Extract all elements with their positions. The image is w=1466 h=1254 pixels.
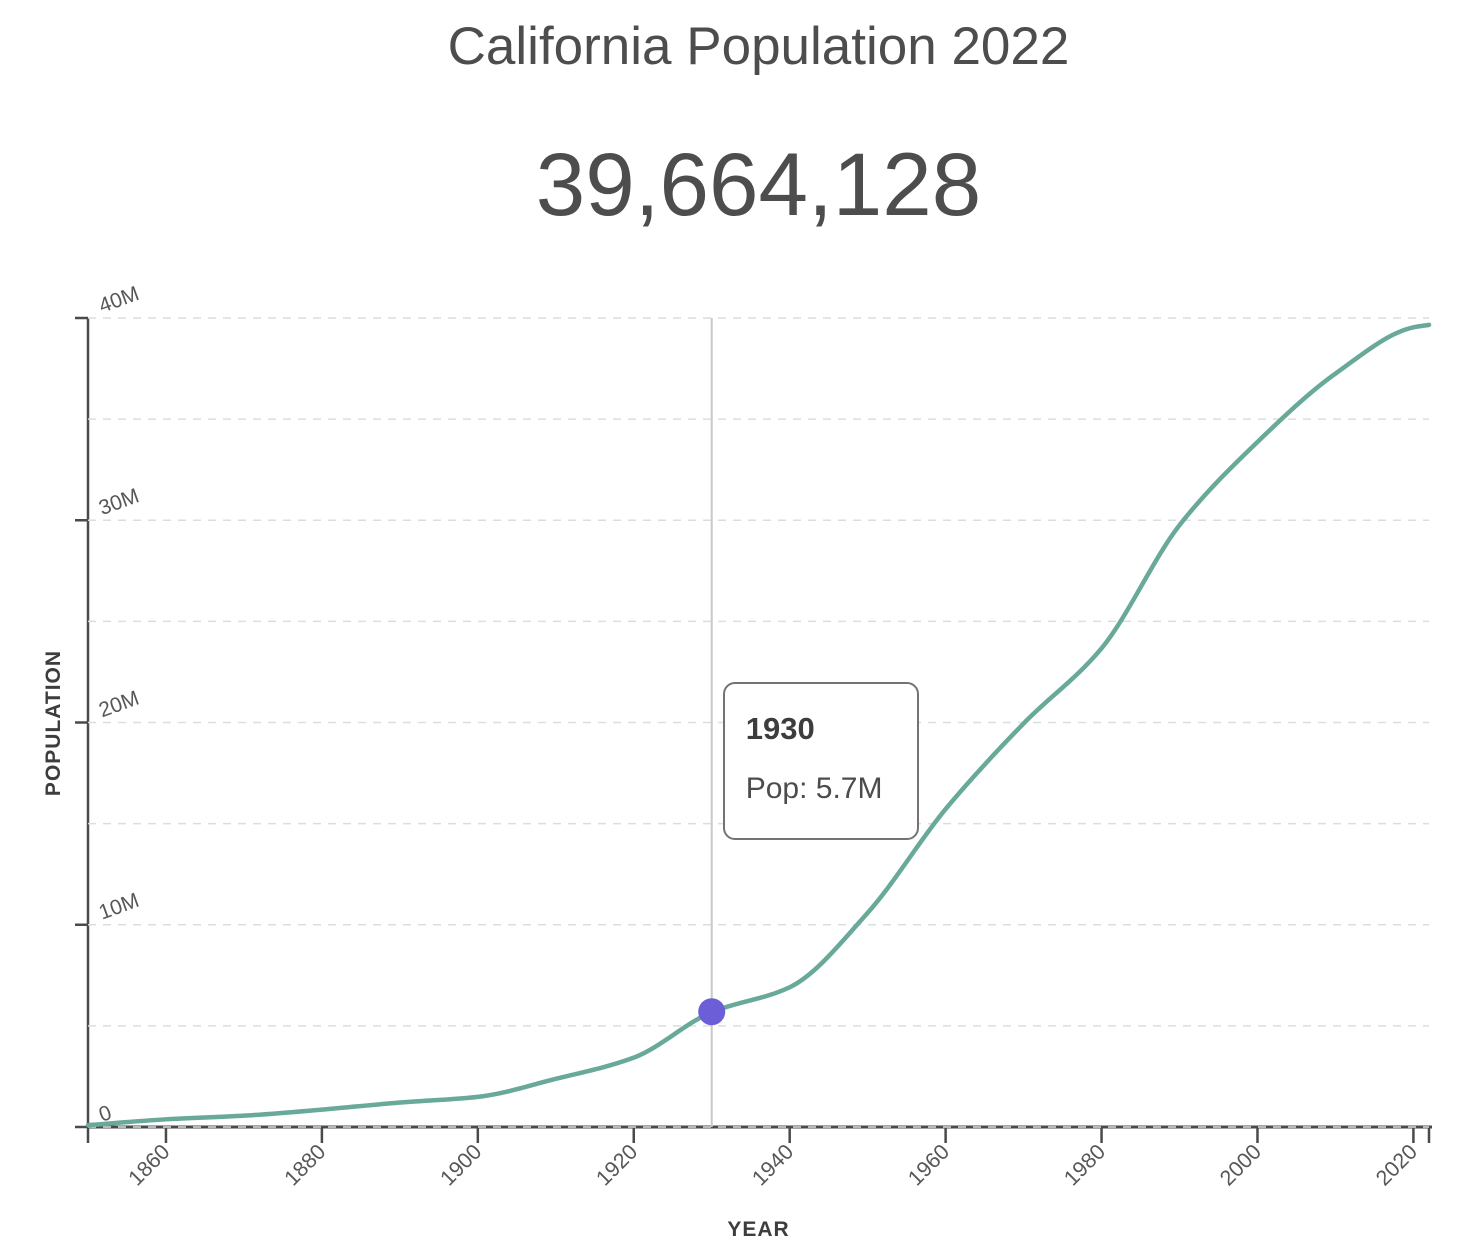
x-tick-label-1920: 1920 — [591, 1140, 642, 1191]
tooltip-population: Pop: 5.7M — [745, 772, 883, 806]
current-population-value: 39,664,128 — [535, 134, 982, 234]
x-tick-label-2020: 2020 — [1371, 1140, 1422, 1191]
tooltip: 1930 Pop: 5.7M — [722, 682, 919, 840]
highlight-marker[interactable] — [698, 998, 726, 1026]
x-axis-title: YEAR — [727, 1218, 790, 1241]
x-tick-label-1880: 1880 — [280, 1140, 331, 1191]
chart-title: California Population 2022 — [447, 17, 1070, 76]
x-tick-label-1860: 1860 — [124, 1140, 175, 1191]
x-tick-label-2000: 2000 — [1215, 1140, 1266, 1191]
y-tick-label-40M: 40M — [96, 282, 142, 318]
y-tick-label-20M: 20M — [96, 687, 142, 723]
y-tick-label-10M: 10M — [96, 889, 142, 925]
x-tick-label-1960: 1960 — [903, 1140, 954, 1191]
x-tick-label-1980: 1980 — [1059, 1140, 1110, 1191]
y-tick-label-30M: 30M — [96, 484, 142, 520]
population-line — [85, 322, 1432, 1128]
x-tick-label-1940: 1940 — [747, 1140, 798, 1191]
x-tick-label-1900: 1900 — [436, 1140, 487, 1191]
tooltip-year: 1930 — [745, 711, 815, 746]
